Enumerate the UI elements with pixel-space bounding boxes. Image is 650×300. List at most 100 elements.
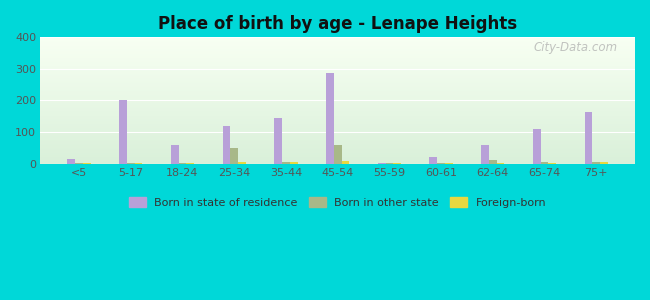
Bar — [40, 141, 635, 142]
Bar — [40, 138, 635, 139]
Bar — [40, 103, 635, 104]
Bar — [592, 162, 600, 164]
Bar — [290, 162, 298, 164]
Bar — [40, 65, 635, 66]
Bar — [40, 137, 635, 138]
Bar — [40, 55, 635, 56]
Bar — [40, 73, 635, 74]
Bar — [40, 161, 635, 162]
Bar — [40, 37, 635, 38]
Bar — [40, 151, 635, 152]
Bar — [40, 162, 635, 163]
Bar — [135, 163, 142, 164]
Bar — [40, 88, 635, 89]
Bar — [40, 132, 635, 133]
Bar — [40, 109, 635, 110]
Bar — [40, 120, 635, 121]
Bar — [40, 66, 635, 67]
Bar — [40, 68, 635, 69]
Bar — [40, 59, 635, 60]
Bar — [40, 108, 635, 109]
Bar — [341, 161, 349, 164]
Bar — [40, 119, 635, 120]
Bar — [40, 45, 635, 46]
Bar — [40, 116, 635, 117]
Bar — [40, 147, 635, 148]
Bar — [40, 133, 635, 134]
Bar — [40, 139, 635, 140]
Bar — [40, 67, 635, 68]
Bar — [40, 78, 635, 79]
Legend: Born in state of residence, Born in other state, Foreign-born: Born in state of residence, Born in othe… — [125, 194, 550, 211]
Bar — [541, 162, 549, 164]
Bar — [40, 122, 635, 123]
Bar — [40, 54, 635, 55]
Bar — [187, 163, 194, 164]
Bar — [40, 62, 635, 63]
Bar — [40, 126, 635, 127]
Bar — [40, 92, 635, 93]
Bar — [40, 150, 635, 151]
Bar — [40, 83, 635, 84]
Bar — [222, 126, 230, 164]
Bar — [40, 154, 635, 155]
Bar — [40, 125, 635, 126]
Bar — [40, 77, 635, 78]
Bar — [40, 110, 635, 111]
Bar — [40, 130, 635, 131]
Bar — [40, 146, 635, 147]
Bar — [40, 115, 635, 116]
Bar — [40, 72, 635, 73]
Bar — [40, 111, 635, 112]
Bar — [40, 56, 635, 57]
Bar — [40, 152, 635, 153]
Bar — [40, 42, 635, 43]
Bar — [40, 96, 635, 97]
Bar — [40, 89, 635, 90]
Bar — [68, 159, 75, 164]
Bar — [40, 106, 635, 107]
Bar — [40, 71, 635, 72]
Bar — [40, 81, 635, 82]
Bar — [40, 41, 635, 42]
Bar — [40, 57, 635, 58]
Bar — [40, 118, 635, 119]
Bar — [40, 160, 635, 161]
Bar — [40, 48, 635, 49]
Bar — [40, 136, 635, 137]
Bar — [40, 156, 635, 157]
Bar — [40, 69, 635, 70]
Bar — [549, 163, 556, 164]
Bar — [40, 84, 635, 85]
Bar — [40, 61, 635, 62]
Bar — [238, 162, 246, 164]
Bar — [40, 117, 635, 118]
Bar — [40, 163, 635, 164]
Bar — [40, 74, 635, 75]
Bar — [40, 40, 635, 41]
Bar — [40, 75, 635, 76]
Bar — [40, 82, 635, 83]
Bar — [533, 129, 541, 164]
Bar — [274, 118, 282, 164]
Bar — [40, 107, 635, 108]
Bar — [83, 163, 90, 164]
Bar — [40, 159, 635, 160]
Bar — [385, 163, 393, 164]
Bar — [40, 97, 635, 98]
Bar — [40, 123, 635, 124]
Bar — [40, 124, 635, 125]
Bar — [585, 112, 592, 164]
Bar — [40, 90, 635, 91]
Bar — [40, 43, 635, 44]
Bar — [40, 157, 635, 158]
Bar — [40, 140, 635, 141]
Bar — [40, 40, 635, 41]
Bar — [40, 52, 635, 53]
Bar — [40, 38, 635, 39]
Bar — [40, 53, 635, 54]
Bar — [40, 135, 635, 136]
Bar — [40, 98, 635, 99]
Text: City-Data.com: City-Data.com — [533, 41, 617, 54]
Bar — [40, 60, 635, 61]
